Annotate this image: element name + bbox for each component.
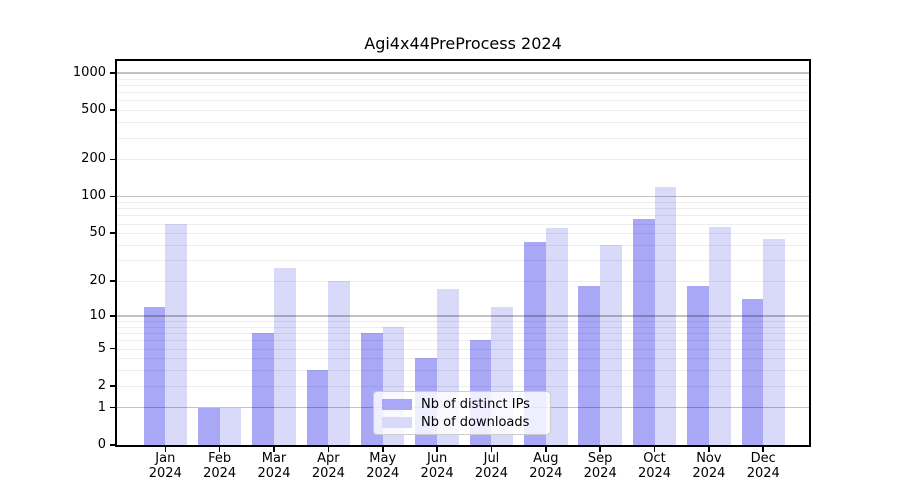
- y-tick-label: 5: [97, 340, 106, 356]
- y-tick-label: 1000: [72, 64, 106, 80]
- y-tick-mark: [110, 280, 115, 282]
- legend-swatch-downloads: [382, 416, 412, 428]
- y-tick-label: 0: [97, 437, 106, 452]
- bar-distinct-ips-sep: [578, 286, 601, 445]
- y-tick-mark: [110, 195, 115, 198]
- x-tick-mark: [708, 447, 710, 452]
- y-tick-label: 1: [97, 399, 106, 415]
- x-tick-label-jun: Jun 2024: [420, 451, 454, 481]
- x-tick-mark: [653, 447, 656, 452]
- y-tick-mark: [110, 315, 115, 317]
- y-tick-mark: [110, 444, 115, 446]
- chart-title: Agi4x44PreProcess 2024: [364, 34, 562, 53]
- x-tick-mark: [218, 447, 221, 452]
- bar-distinct-ips-jan: [143, 306, 166, 445]
- plot-area: Nb of distinct IPs Nb of downloads: [115, 59, 811, 447]
- y-tick-label: 10: [89, 307, 106, 323]
- x-tick-label-sep: Sep 2024: [583, 451, 617, 481]
- y-tick-mark: [110, 158, 115, 161]
- x-tick-mark: [599, 447, 601, 452]
- x-tick-mark: [436, 447, 438, 452]
- x-tick-label-dec: Dec 2024: [746, 451, 780, 481]
- x-tick-mark: [273, 447, 275, 452]
- x-tick-mark: [381, 447, 384, 452]
- bar-downloads-mar: [274, 267, 296, 445]
- x-tick-label-feb: Feb 2024: [203, 451, 237, 481]
- bar-downloads-sep: [600, 245, 622, 445]
- bar-downloads-jan: [165, 223, 187, 445]
- bars-layer: [117, 61, 809, 445]
- x-tick-label-oct: Oct 2024: [637, 451, 672, 481]
- bar-distinct-ips-nov: [687, 286, 709, 445]
- bar-distinct-ips-apr: [306, 370, 329, 445]
- x-tick-label-may: May 2024: [366, 451, 400, 481]
- y-tick-label: 50: [89, 225, 106, 241]
- legend-item-downloads: Nb of downloads: [382, 415, 542, 430]
- x-tick-mark: [327, 447, 330, 452]
- bar-distinct-ips-dec: [741, 299, 764, 445]
- x-tick-mark: [164, 447, 167, 452]
- y-tick-mark: [110, 72, 115, 74]
- legend-label-downloads: Nb of downloads: [421, 414, 530, 430]
- y-tick-mark: [110, 347, 115, 350]
- legend: Nb of distinct IPs Nb of downloads: [373, 391, 551, 435]
- x-tick-label-aug: Aug 2024: [529, 451, 563, 481]
- bar-downloads-oct: [654, 186, 677, 445]
- x-tick-mark: [762, 447, 765, 452]
- legend-label-distinct-ips: Nb of distinct IPs: [421, 396, 530, 412]
- bar-downloads-dec: [763, 238, 785, 445]
- bar-downloads-feb: [219, 407, 242, 445]
- y-tick-label: 200: [81, 151, 106, 167]
- bar-distinct-ips-feb: [197, 407, 220, 445]
- x-tick-label-nov: Nov 2024: [692, 451, 726, 481]
- bar-distinct-ips-mar: [252, 333, 274, 445]
- y-tick-label: 500: [81, 102, 106, 118]
- y-tick-label: 20: [89, 273, 106, 289]
- x-tick-mark: [490, 447, 493, 452]
- y-tick-mark: [110, 232, 115, 235]
- bar-downloads-nov: [708, 227, 731, 445]
- y-tick-mark: [110, 109, 115, 111]
- x-tick-label-jul: Jul 2024: [474, 451, 508, 481]
- y-tick-label: 100: [81, 188, 106, 204]
- x-tick-label-apr: Apr 2024: [311, 451, 345, 481]
- y-tick-label: 2: [97, 377, 106, 393]
- x-tick-mark: [545, 447, 547, 452]
- bar-downloads-apr: [328, 281, 351, 445]
- bar-downloads-aug: [545, 228, 568, 445]
- y-tick-mark: [110, 385, 115, 387]
- x-tick-label-jan: Jan 2024: [148, 451, 182, 481]
- legend-swatch-distinct-ips: [382, 398, 412, 410]
- y-tick-mark: [110, 406, 115, 409]
- x-tick-label-mar: Mar 2024: [257, 451, 291, 481]
- legend-item-distinct-ips: Nb of distinct IPs: [382, 397, 542, 412]
- bar-distinct-ips-oct: [632, 219, 655, 445]
